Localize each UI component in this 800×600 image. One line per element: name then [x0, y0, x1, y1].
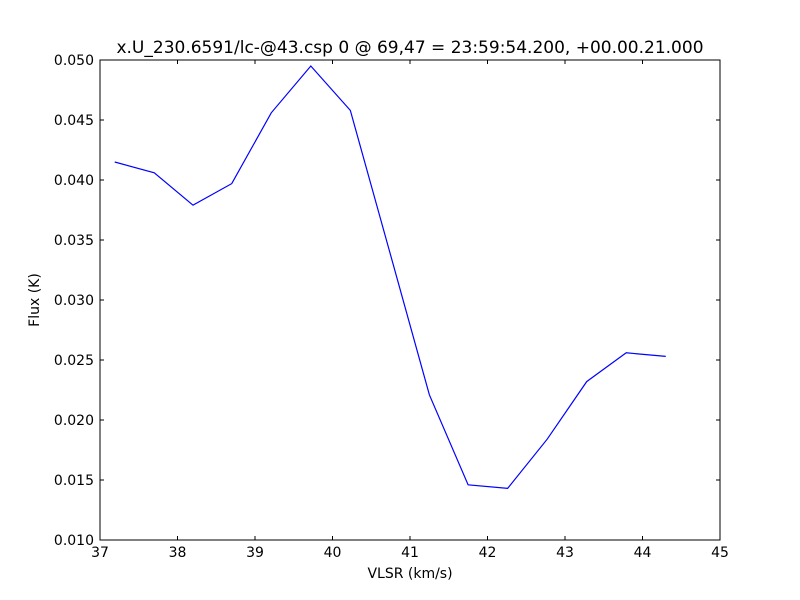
y-tick-label: 0.025 [54, 353, 94, 369]
chart-title: x.U_230.6591/lc-@43.csp 0 @ 69,47 = 23:5… [116, 38, 703, 58]
x-tick-label: 37 [91, 545, 109, 561]
y-tick-label: 0.015 [54, 473, 94, 489]
x-tick-label: 44 [634, 545, 652, 561]
x-axis-label: VLSR (km/s) [367, 566, 452, 582]
x-tick-label: 38 [169, 545, 187, 561]
plot-frame [99, 59, 721, 541]
y-tick-label: 0.020 [54, 413, 94, 429]
y-tick-label: 0.035 [54, 233, 94, 249]
x-tick-label: 40 [324, 545, 342, 561]
y-axis-label: Flux (K) [27, 273, 43, 327]
x-tick-label: 45 [711, 545, 729, 561]
y-tick-label: 0.050 [54, 53, 94, 69]
x-tick-label: 41 [401, 545, 419, 561]
x-tick-label: 43 [556, 545, 574, 561]
line [114, 65, 666, 490]
y-tick-label: 0.045 [54, 113, 94, 129]
x-tick-label: 42 [479, 545, 497, 561]
y-tick-label: 0.030 [54, 293, 94, 309]
x-tick-label: 39 [246, 545, 264, 561]
y-tick-label: 0.040 [54, 173, 94, 189]
y-tick-label: 0.010 [54, 533, 94, 549]
